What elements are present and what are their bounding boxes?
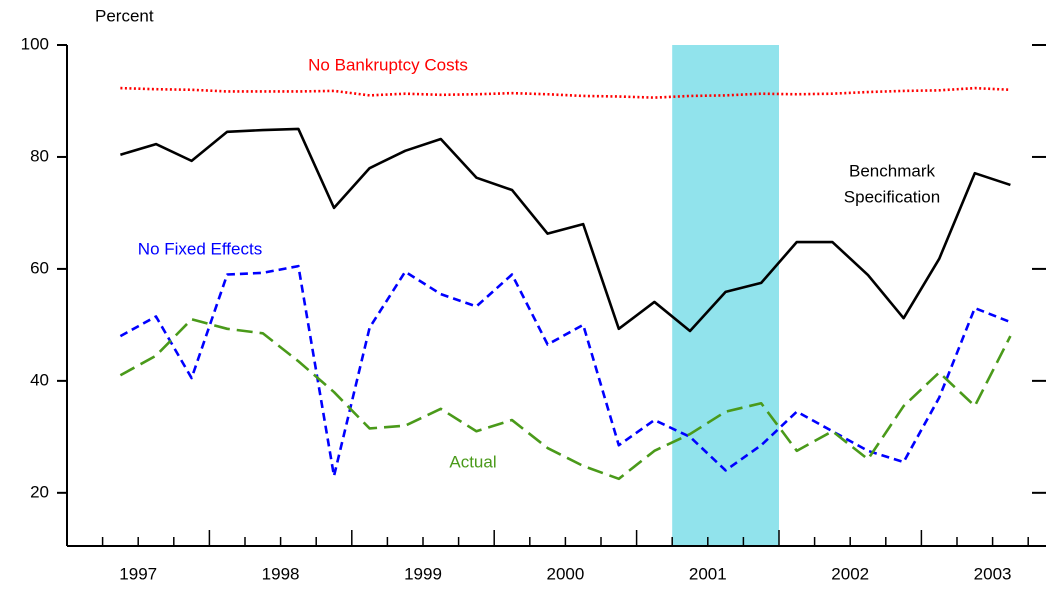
y-tick-label: 40	[30, 370, 49, 389]
y-axis-label: Percent	[95, 6, 154, 25]
series-line	[120, 127, 1011, 333]
annotation: Actual	[449, 452, 496, 471]
x-tick-label: 1997	[119, 564, 157, 583]
y-tick-label: 60	[30, 258, 49, 277]
y-tick-label: 100	[21, 34, 49, 53]
y-tick-label: 20	[30, 482, 49, 501]
x-tick-label: 1999	[404, 564, 442, 583]
annotation: Specification	[844, 187, 940, 206]
annotation: No Bankruptcy Costs	[308, 55, 468, 74]
series-line	[119, 317, 1012, 481]
annotation: No Fixed Effects	[138, 239, 262, 258]
y-tick-label: 80	[30, 146, 49, 165]
x-tick-label: 1998	[262, 564, 300, 583]
x-tick-label: 2002	[831, 564, 869, 583]
series-line	[120, 86, 1011, 99]
x-tick-label: 2001	[689, 564, 727, 583]
x-tick-label: 2000	[546, 564, 584, 583]
annotation: Benchmark	[849, 161, 935, 180]
series-line	[119, 264, 1011, 478]
x-tick-label: 2003	[974, 564, 1012, 583]
shaded-period	[672, 45, 779, 546]
